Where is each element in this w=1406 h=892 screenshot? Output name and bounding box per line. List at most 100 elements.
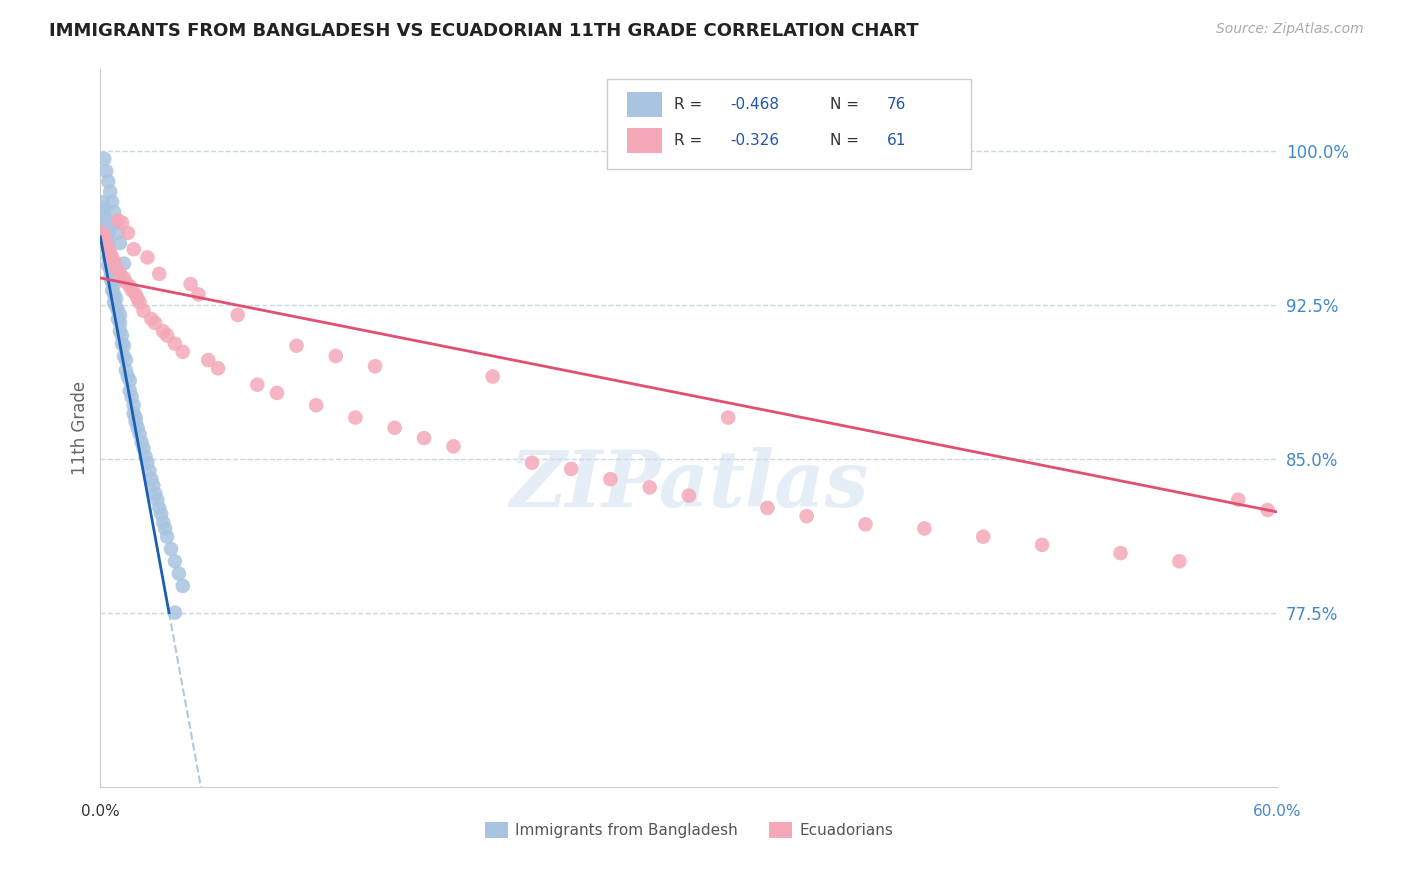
Point <box>117 369 139 384</box>
Point <box>98 246 121 260</box>
Point <box>118 374 141 388</box>
Point <box>150 507 173 521</box>
Point <box>105 215 128 229</box>
Point <box>197 353 219 368</box>
Point <box>108 267 131 281</box>
Text: 76: 76 <box>887 97 905 112</box>
Point <box>98 254 121 268</box>
Point <box>96 219 118 234</box>
Point <box>172 344 194 359</box>
Point <box>756 500 779 515</box>
Point <box>107 213 129 227</box>
Point <box>520 456 543 470</box>
Point <box>98 262 121 277</box>
Point <box>481 369 503 384</box>
Point <box>93 210 115 224</box>
Point <box>384 421 406 435</box>
Point <box>97 235 120 250</box>
Point <box>717 410 740 425</box>
Legend: Immigrants from Bangladesh, Ecuadorians: Immigrants from Bangladesh, Ecuadorians <box>478 816 900 844</box>
Point <box>124 415 146 429</box>
Point <box>121 283 143 297</box>
Point <box>163 336 186 351</box>
Point <box>132 303 155 318</box>
Text: Source: ZipAtlas.com: Source: ZipAtlas.com <box>1216 22 1364 37</box>
Point <box>105 260 128 275</box>
Text: N =: N = <box>830 133 865 148</box>
Point <box>93 201 115 215</box>
Point <box>115 275 138 289</box>
Point <box>97 174 120 188</box>
Point <box>115 363 138 377</box>
Text: 60.0%: 60.0% <box>1253 804 1302 819</box>
Point <box>97 242 120 256</box>
Point <box>180 277 202 292</box>
Point <box>246 377 269 392</box>
Point <box>1257 503 1279 517</box>
FancyBboxPatch shape <box>606 79 972 169</box>
Point <box>112 349 135 363</box>
Point <box>107 303 129 318</box>
Point <box>167 566 190 581</box>
Point <box>98 271 121 285</box>
Point <box>148 500 170 515</box>
Point <box>101 194 124 209</box>
Point <box>96 235 118 250</box>
Bar <box>627 128 662 153</box>
Point <box>160 541 183 556</box>
Point <box>156 530 179 544</box>
Point <box>122 242 145 256</box>
Point <box>103 277 125 292</box>
Point <box>305 398 328 412</box>
Point <box>98 185 121 199</box>
Point <box>141 312 163 326</box>
Point <box>1227 492 1250 507</box>
Point <box>101 283 124 297</box>
Point <box>103 295 125 310</box>
Point <box>111 215 134 229</box>
Point <box>143 486 166 500</box>
Point <box>128 295 150 310</box>
Point <box>912 521 935 535</box>
Point <box>103 287 125 301</box>
Point <box>855 517 877 532</box>
Text: -0.326: -0.326 <box>730 133 779 148</box>
Point <box>136 456 159 470</box>
Point <box>560 462 582 476</box>
Point <box>134 450 156 464</box>
Point <box>91 226 114 240</box>
Y-axis label: 11th Grade: 11th Grade <box>72 381 89 475</box>
Point <box>112 256 135 270</box>
Point <box>115 353 138 368</box>
Point <box>153 521 176 535</box>
Point <box>207 361 229 376</box>
Point <box>97 259 120 273</box>
Text: -0.468: -0.468 <box>730 97 779 112</box>
Point <box>141 472 163 486</box>
Point <box>118 279 141 293</box>
Point <box>93 230 115 244</box>
Point <box>101 267 124 281</box>
Point <box>96 235 118 250</box>
Point <box>443 439 465 453</box>
Point <box>101 251 124 265</box>
Point <box>138 464 160 478</box>
Text: 0.0%: 0.0% <box>82 804 120 819</box>
Point <box>152 516 174 530</box>
Point <box>91 194 114 209</box>
Point <box>128 427 150 442</box>
Point <box>146 492 169 507</box>
Point <box>163 606 186 620</box>
Point <box>98 246 121 260</box>
Point <box>136 251 159 265</box>
Point <box>127 421 149 435</box>
Point <box>107 226 129 240</box>
Point <box>118 384 141 398</box>
Point <box>122 398 145 412</box>
Point <box>226 308 249 322</box>
Point <box>96 164 118 178</box>
Point <box>97 226 120 240</box>
Point <box>148 267 170 281</box>
Point <box>266 386 288 401</box>
Point <box>796 509 818 524</box>
